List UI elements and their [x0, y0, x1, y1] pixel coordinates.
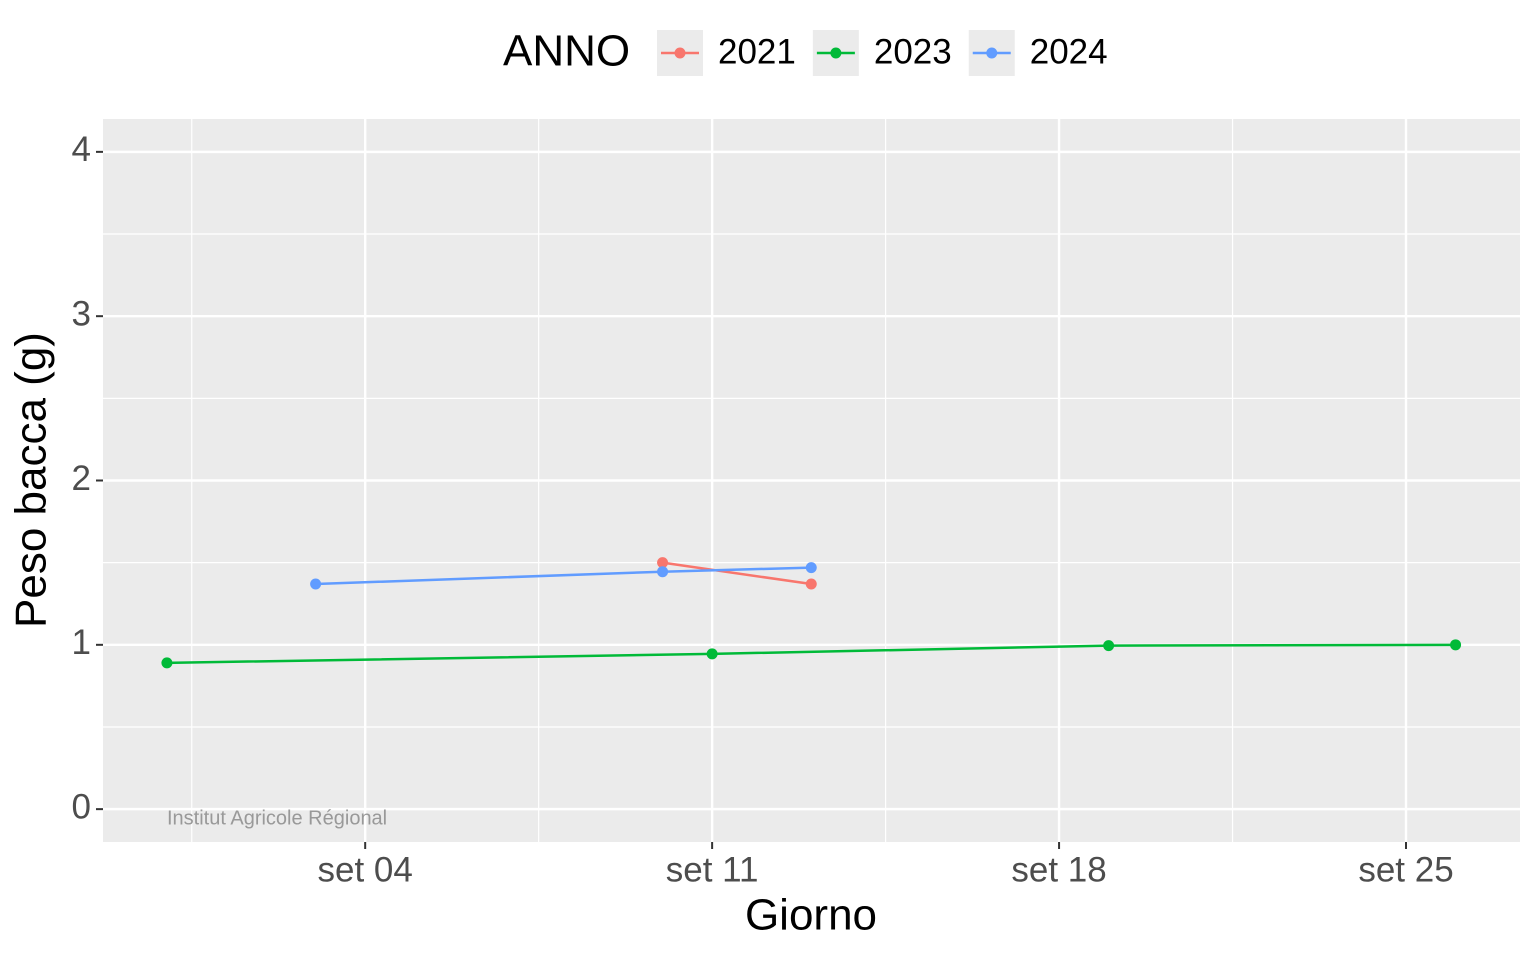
legend-label: 2021	[718, 32, 796, 71]
data-point	[1450, 639, 1462, 651]
data-point	[1103, 640, 1115, 652]
watermark: Institut Agricole Régional	[167, 807, 387, 829]
y-tick-label: 1	[72, 623, 91, 662]
series-line	[166, 643, 1456, 665]
legend-dot	[986, 47, 998, 59]
y-tick-label: 3	[72, 294, 91, 333]
x-tick-label: set 18	[1011, 850, 1106, 889]
y-tick-label: 0	[72, 787, 91, 826]
y-tick-label: 2	[72, 459, 91, 498]
data-point	[657, 566, 669, 578]
legend-dot	[830, 47, 842, 59]
x-axis-title: Giorno	[745, 891, 877, 940]
x-tick-label: set 11	[666, 850, 759, 889]
legend-title: ANNO	[503, 27, 630, 76]
data-point	[706, 648, 718, 660]
data-point	[657, 557, 669, 569]
x-tick-label: set 04	[318, 850, 413, 889]
data-point	[805, 562, 817, 574]
data-point	[805, 578, 817, 590]
x-tick-label: set 25	[1358, 850, 1453, 889]
y-tick-label: 4	[72, 130, 91, 169]
legend-dot	[674, 47, 686, 59]
series-line	[662, 561, 812, 586]
y-axis-title: Peso bacca (g)	[7, 332, 56, 628]
legend-label: 2024	[1030, 32, 1108, 71]
data-point	[310, 578, 322, 590]
legend-label: 2023	[874, 32, 952, 71]
data-point	[161, 657, 173, 669]
